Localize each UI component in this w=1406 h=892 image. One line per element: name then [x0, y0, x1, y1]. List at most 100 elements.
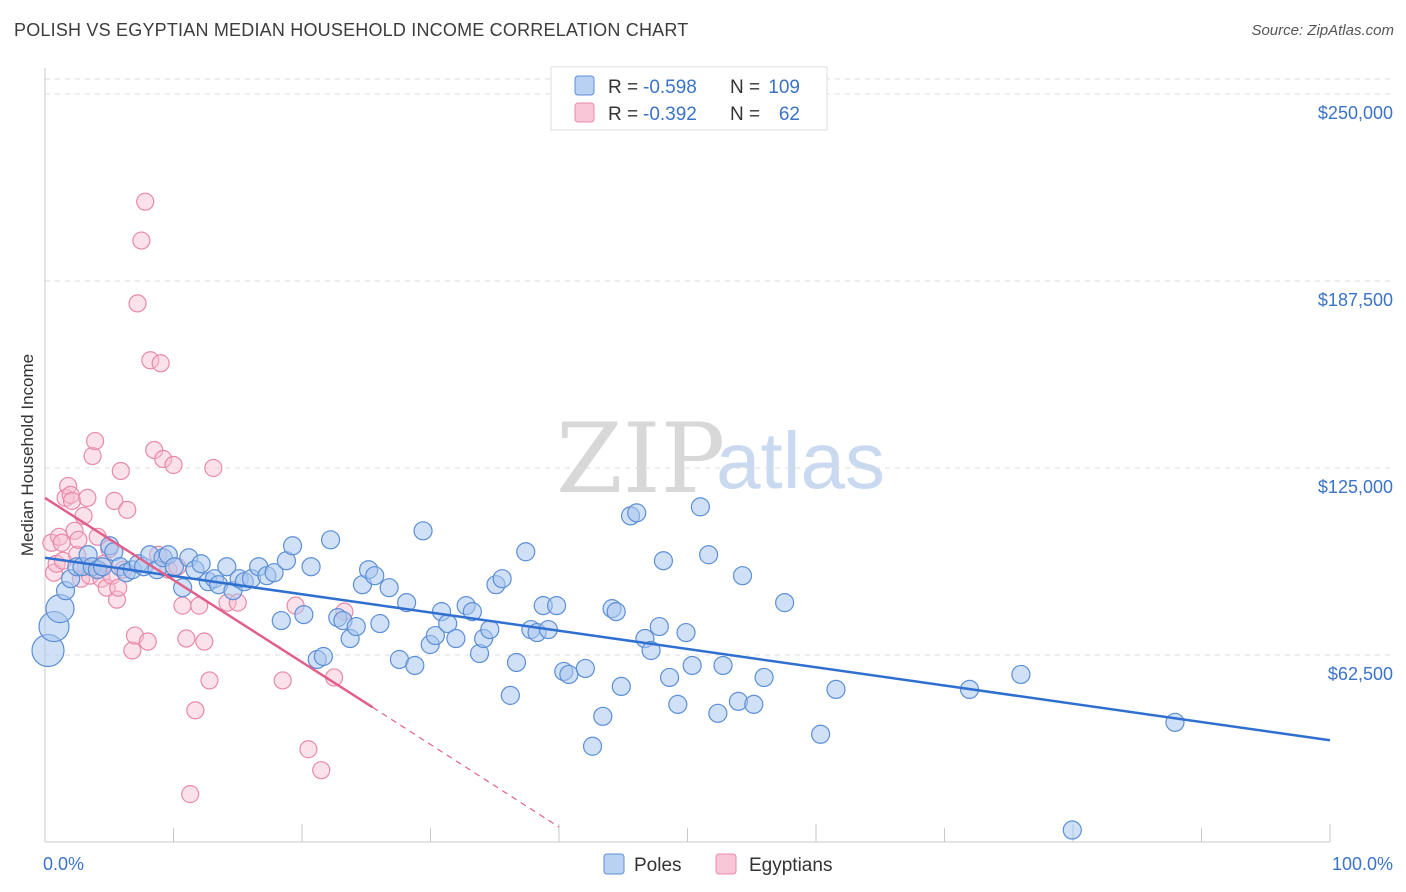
- egyptians-point: [78, 488, 97, 508]
- poles-point: [732, 566, 753, 586]
- bottom-legend-egyptians-swatch: [715, 853, 737, 875]
- poles-point: [575, 658, 595, 679]
- poles-point: [217, 557, 237, 577]
- poles-point: [480, 619, 500, 640]
- poles-point: [708, 703, 728, 723]
- poles-point: [500, 685, 520, 705]
- egyptians-point: [299, 740, 318, 759]
- egyptians-points: [42, 192, 354, 804]
- egyptians-point: [181, 785, 200, 804]
- trendlines: [44, 496, 1331, 828]
- poles-point: [775, 593, 795, 613]
- poles-point: [606, 602, 626, 622]
- poles-point: [413, 521, 433, 541]
- poles-point: [641, 640, 661, 661]
- poles-point: [320, 530, 341, 550]
- egyptians-point: [273, 671, 292, 690]
- poles-point: [425, 625, 445, 646]
- poles-point: [682, 655, 702, 676]
- egyptians-point: [173, 596, 192, 615]
- x-tick-label-max: 100.0%: [1332, 854, 1393, 874]
- egyptians-point: [177, 629, 196, 648]
- poles-point: [653, 551, 674, 571]
- poles-trendline: [44, 556, 1331, 742]
- egyptians-point: [186, 701, 205, 720]
- poles-point: [313, 646, 333, 667]
- egyptians-point: [128, 294, 147, 313]
- poles-point: [301, 557, 321, 577]
- poles-point: [668, 694, 688, 714]
- egyptians-point: [136, 192, 155, 211]
- legend-egyptians-r-value: -0.392: [643, 104, 697, 125]
- legend-egyptians-n-label: N =: [730, 104, 760, 125]
- poles-point: [546, 596, 567, 616]
- bottom-legend-egyptians: Egyptians: [749, 855, 832, 876]
- poles-point: [264, 563, 284, 583]
- chart-source: Source: ZipAtlas.com: [1251, 22, 1394, 39]
- poles-point: [379, 578, 399, 598]
- poles-point: [649, 616, 669, 637]
- poles-point: [627, 503, 647, 523]
- legend: R = -0.598 N = 109 R = -0.392 N = 62: [550, 66, 828, 131]
- poles-point: [370, 613, 390, 634]
- poles-point: [282, 536, 303, 556]
- poles-point: [446, 628, 466, 649]
- egyptians-point: [118, 500, 137, 519]
- poles-point: [611, 676, 631, 697]
- poles-point: [582, 736, 603, 756]
- egyptians-point: [141, 351, 160, 370]
- egyptians-point: [204, 458, 223, 478]
- egyptians-point: [83, 446, 102, 466]
- poles-point: [593, 706, 613, 726]
- poles-point: [744, 694, 764, 714]
- poles-point: [1062, 820, 1082, 840]
- legend-box: [550, 66, 828, 131]
- y-tick-label: $125,000: [1318, 477, 1393, 497]
- egyptians-point: [132, 231, 151, 250]
- poles-point: [559, 664, 579, 685]
- y-tick-label: $62,500: [1328, 664, 1393, 684]
- poles-point: [659, 667, 680, 688]
- legend-egyptians-swatch: [574, 102, 595, 123]
- egyptians-point: [123, 641, 142, 660]
- poles-point: [826, 679, 846, 700]
- egyptians-point: [154, 449, 173, 469]
- poles-point: [1011, 664, 1031, 685]
- watermark-zip: ZIP: [556, 403, 725, 515]
- egyptians-trendline-extension: [372, 706, 560, 828]
- poles-point: [699, 545, 719, 565]
- poles-point: [676, 622, 696, 643]
- poles-point: [690, 497, 711, 517]
- poles-point: [1165, 712, 1185, 732]
- egyptians-point: [62, 491, 82, 510]
- poles-point: [397, 593, 417, 613]
- egyptians-point: [138, 632, 157, 651]
- poles-point: [810, 724, 831, 744]
- poles-point: [346, 616, 366, 637]
- poles-point: [754, 667, 774, 688]
- poles-point: [462, 602, 482, 622]
- y-tick-label: $187,500: [1318, 290, 1393, 310]
- bottom-legend: Poles Egyptians: [603, 853, 832, 876]
- watermark-atlas: atlas: [716, 416, 885, 505]
- poles-points: [31, 497, 1185, 840]
- legend-poles-r-label: R =: [608, 77, 638, 98]
- legend-egyptians-r-label: R =: [608, 104, 638, 125]
- egyptians-point: [109, 578, 128, 597]
- legend-poles-n-value: 109: [768, 77, 800, 98]
- legend-poles-n-label: N =: [730, 77, 760, 98]
- egyptians-point: [195, 632, 214, 651]
- poles-point: [191, 554, 211, 574]
- gridlines: [45, 78, 1395, 656]
- egyptians-point: [164, 455, 183, 475]
- egyptians-point: [151, 354, 170, 373]
- egyptians-point: [105, 491, 124, 510]
- bottom-legend-poles: Poles: [634, 855, 682, 876]
- poles-point: [271, 610, 291, 631]
- legend-egyptians-n-value: 62: [779, 104, 800, 125]
- chart-title: POLISH VS EGYPTIAN MEDIAN HOUSEHOLD INCO…: [14, 20, 689, 40]
- egyptians-point: [200, 671, 219, 690]
- egyptians-point: [69, 530, 88, 549]
- y-axis-label: Median Household Income: [18, 354, 37, 556]
